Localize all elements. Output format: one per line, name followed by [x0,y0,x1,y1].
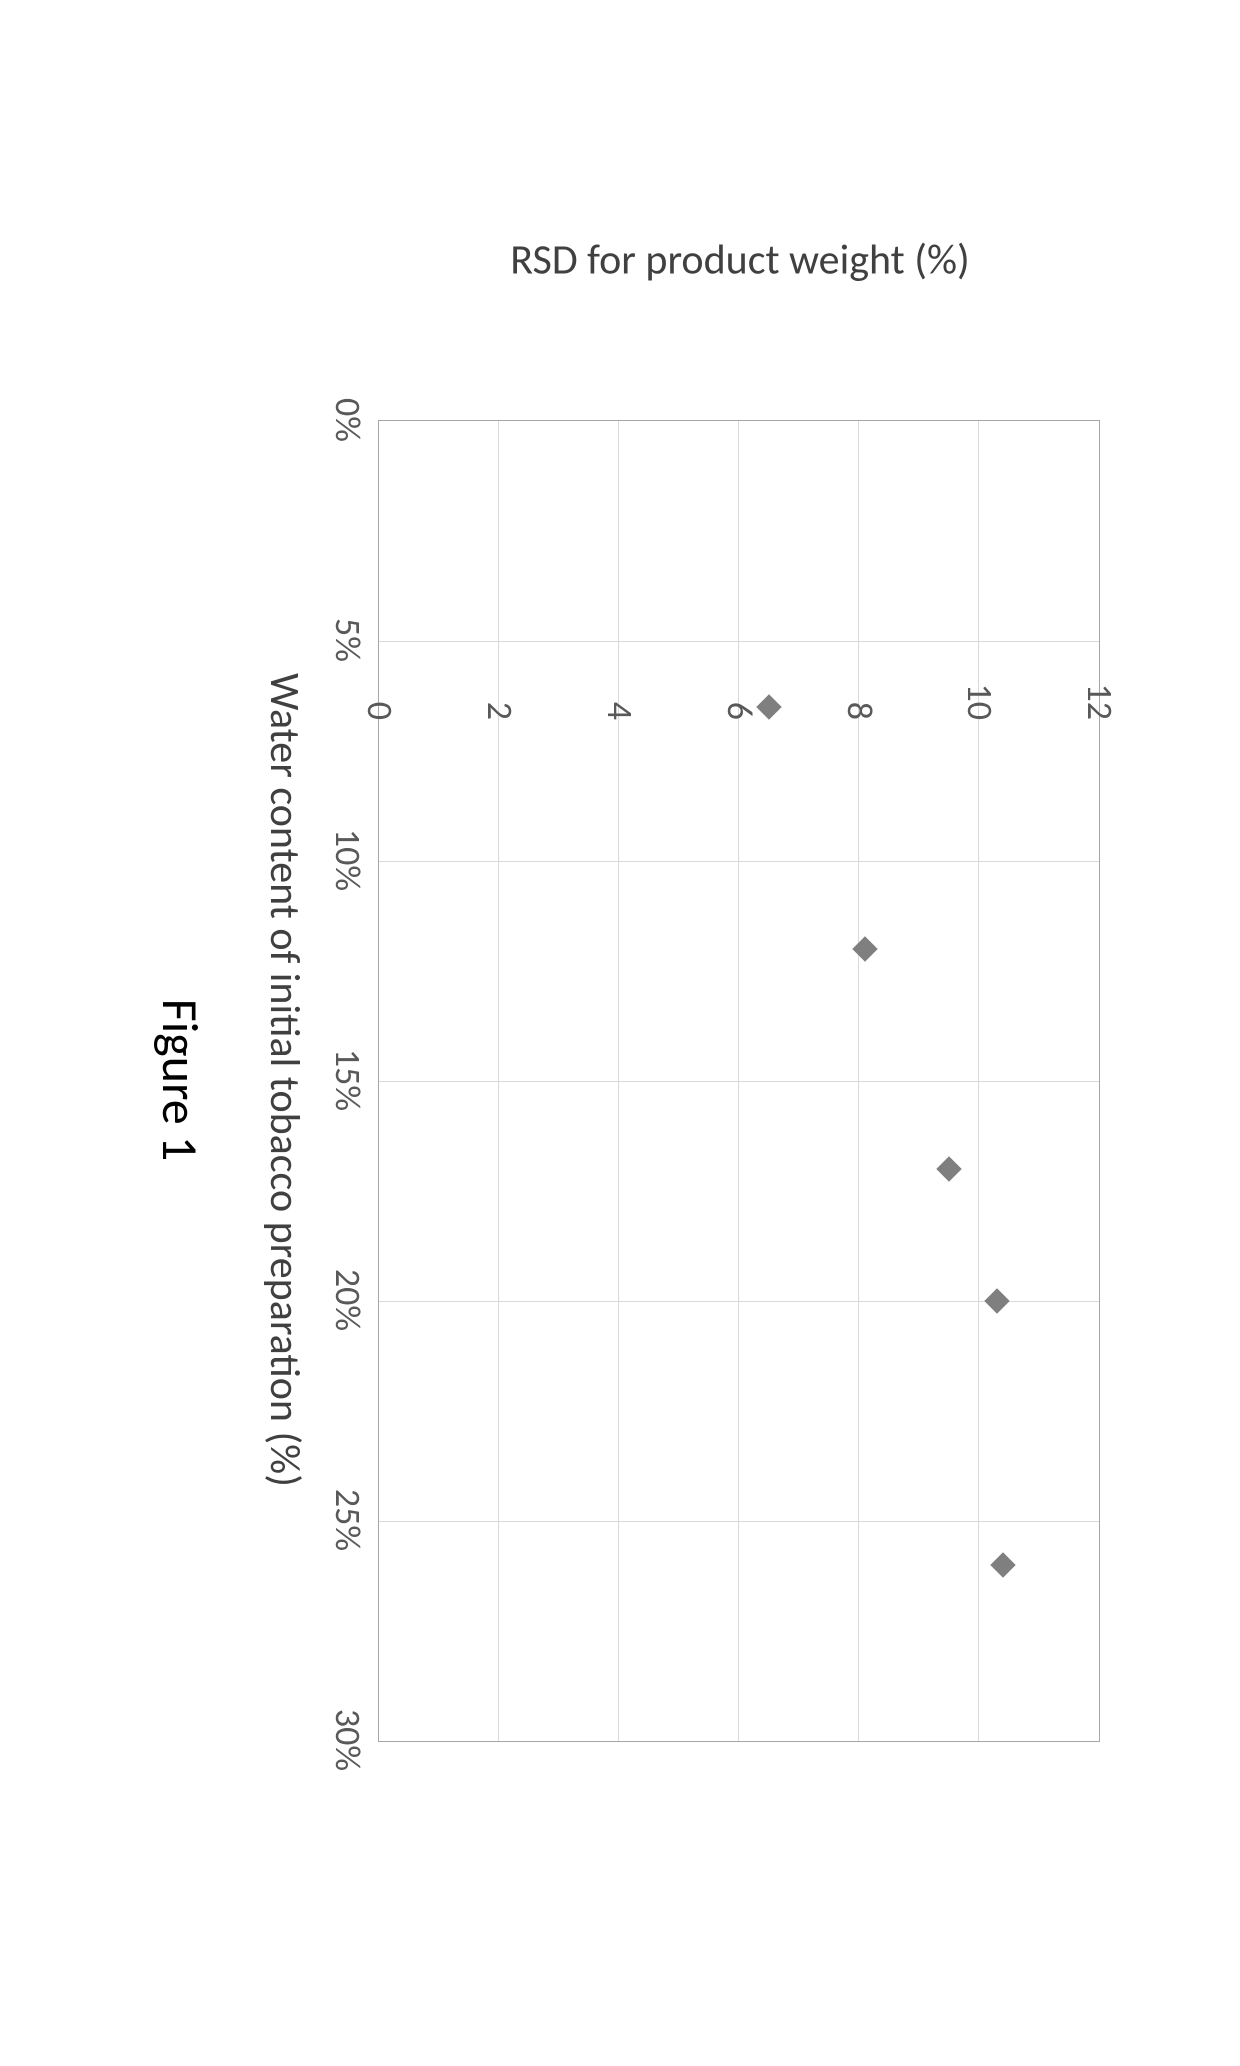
x-tick-label: 20% [326,1240,370,1360]
y-axis-label: RSD for product weight (%) [510,235,969,286]
data-point [984,1288,1009,1313]
y-tick-label: 4 [598,660,642,720]
x-tick-label: 10% [326,800,370,920]
figure-caption: Figure 1 [149,780,210,1380]
y-tick-label: 2 [478,660,522,720]
data-point [990,1552,1015,1577]
vgridline [379,1521,1099,1522]
x-tick-label: 0% [326,360,370,480]
data-point [936,1156,961,1181]
rotated-page: RSD for product weight (%) Water content… [0,0,1240,2066]
y-tick-label: 8 [838,660,882,720]
x-tick-label: 15% [326,1020,370,1140]
vgridline [379,1081,1099,1082]
plot-area [378,420,1100,1742]
x-axis-label: Water content of initial tobacco prepara… [259,480,310,1680]
y-tick-label: 12 [1078,660,1122,720]
data-point [852,936,877,961]
vgridline [379,861,1099,862]
x-tick-label: 5% [326,580,370,700]
y-tick-label: 6 [718,660,762,720]
y-tick-label: 10 [958,660,1002,720]
x-tick-label: 25% [326,1460,370,1580]
scatter-chart: RSD for product weight (%) Water content… [100,220,1140,1860]
x-tick-label: 30% [326,1680,370,1800]
vgridline [379,641,1099,642]
